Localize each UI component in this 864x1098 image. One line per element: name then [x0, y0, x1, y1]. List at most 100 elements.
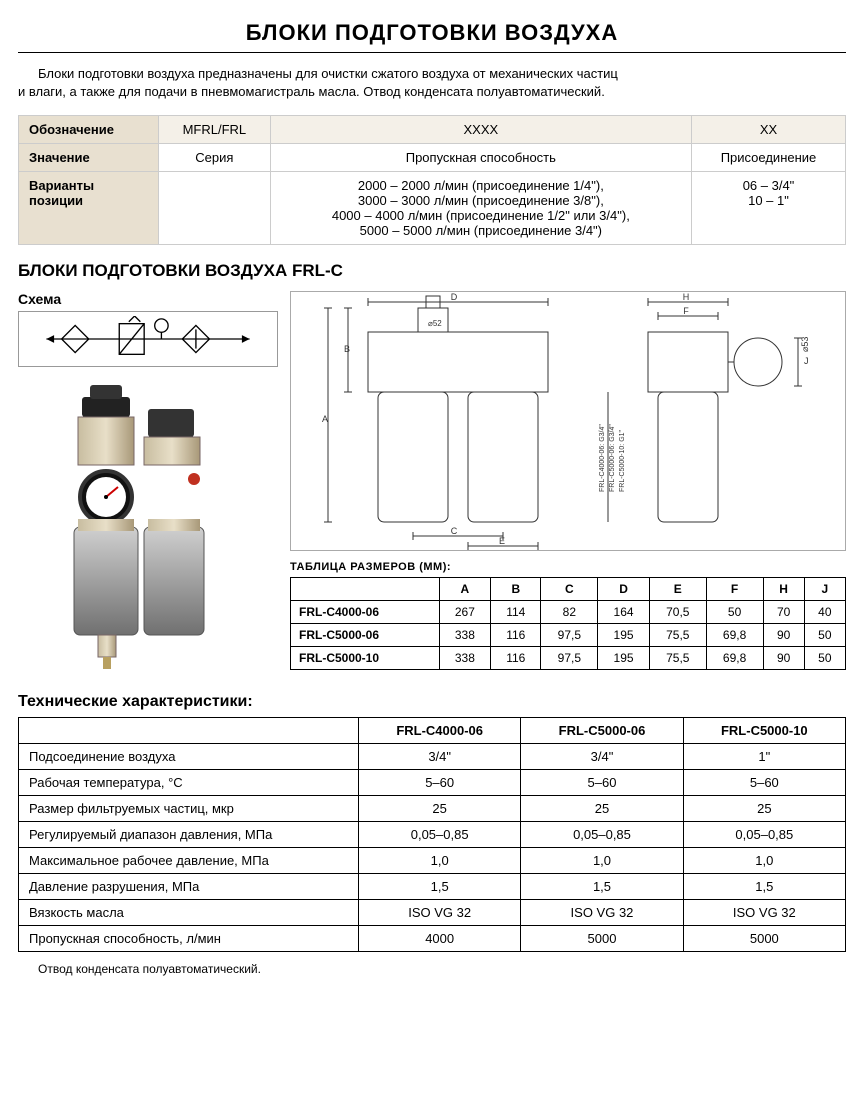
cell: 195 [598, 624, 650, 647]
cell: 164 [598, 601, 650, 624]
svg-text:C: C [451, 526, 458, 536]
row-label: Варианты позиции [19, 172, 159, 245]
row-name: FRL-C4000-06 [291, 601, 440, 624]
empty-header [19, 718, 359, 744]
dims-title: ТАБЛИЦА РАЗМЕРОВ (ММ): [290, 561, 846, 573]
cell: 50 [804, 624, 845, 647]
row-label: Значение [19, 144, 159, 172]
cell: ISO VG 32 [683, 900, 845, 926]
cell: 195 [598, 647, 650, 670]
table-row: Пропускная способность, л/мин 4000 5000 … [19, 926, 846, 952]
page-title: БЛОКИ ПОДГОТОВКИ ВОЗДУХА [18, 20, 846, 53]
product-photo [18, 379, 278, 679]
variant-line: 10 – 1" [702, 193, 835, 208]
col-E: E [649, 578, 706, 601]
svg-text:B: B [344, 344, 350, 354]
param-name: Размер фильтруемых частиц, мкр [19, 796, 359, 822]
dimensions-table: A B C D E F H J FRL-C4000-06 267 114 82 … [290, 577, 846, 670]
cell: ISO VG 32 [359, 900, 521, 926]
cell: 338 [439, 647, 491, 670]
cell: 5–60 [521, 770, 683, 796]
cell: 25 [683, 796, 845, 822]
cell: 114 [491, 601, 541, 624]
schema-label: Схема [18, 291, 278, 307]
table-row: Подсоединение воздуха 3/4" 3/4" 1" [19, 744, 846, 770]
model-hdr: FRL-C5000-10 [683, 718, 845, 744]
svg-text:E: E [499, 536, 505, 546]
svg-text:J: J [804, 356, 809, 366]
variant-line: 2000 – 2000 л/мин (присоединение 1/4"), [281, 178, 681, 193]
svg-text:⌀52: ⌀52 [428, 319, 442, 328]
col-D: D [598, 578, 650, 601]
cell: 267 [439, 601, 491, 624]
figure-row: Схема [18, 291, 846, 679]
model-hdr: FRL-C5000-06 [521, 718, 683, 744]
cell: 0,05–0,85 [521, 822, 683, 848]
cell: 0,05–0,85 [683, 822, 845, 848]
variant-line: 06 – 3/4" [702, 178, 835, 193]
cell: 25 [521, 796, 683, 822]
param-name: Рабочая температура, °С [19, 770, 359, 796]
table-row: FRL-C5000-10 338 116 97,5 195 75,5 69,8 … [291, 647, 846, 670]
model-hdr: FRL-C4000-06 [359, 718, 521, 744]
variant-line: 5000 – 5000 л/мин (присоединение 3/4") [281, 223, 681, 238]
svg-text:⌀53: ⌀53 [800, 337, 810, 352]
col-hdr: XX [691, 116, 845, 144]
cell: 70 [763, 601, 804, 624]
cell: 90 [763, 624, 804, 647]
table-row: Давление разрушения, МПа 1,5 1,5 1,5 [19, 874, 846, 900]
cell: 1,5 [521, 874, 683, 900]
cell: 116 [491, 624, 541, 647]
col-hdr: XXXX [270, 116, 691, 144]
spec-table: FRL-C4000-06 FRL-C5000-06 FRL-C5000-10 П… [18, 717, 846, 952]
table-row: FRL-C5000-06 338 116 97,5 195 75,5 69,8 … [291, 624, 846, 647]
param-name: Регулируемый диапазон давления, МПа [19, 822, 359, 848]
table-row: Вязкость масла ISO VG 32 ISO VG 32 ISO V… [19, 900, 846, 926]
svg-text:D: D [451, 292, 458, 302]
cell: 5–60 [683, 770, 845, 796]
cell: 1,0 [683, 848, 845, 874]
variant-line: 4000 – 4000 л/мин (присоединение 1/2" ил… [281, 208, 681, 223]
variant-line: 3000 – 3000 л/мин (присоединение 3/8"), [281, 193, 681, 208]
variants-cell-3: 06 – 3/4" 10 – 1" [691, 172, 845, 245]
row-label: Обозначение [19, 116, 159, 144]
cell: Пропускная способность [270, 144, 691, 172]
cell: 90 [763, 647, 804, 670]
param-name: Максимальное рабочее давление, МПа [19, 848, 359, 874]
cell: 50 [804, 647, 845, 670]
cell: ISO VG 32 [521, 900, 683, 926]
footnote: Отвод конденсата полуавтоматический. [18, 962, 846, 976]
row-name: FRL-C5000-10 [291, 647, 440, 670]
cell: 338 [439, 624, 491, 647]
cell: 50 [706, 601, 763, 624]
cell: 5000 [683, 926, 845, 952]
col-H: H [763, 578, 804, 601]
col-B: B [491, 578, 541, 601]
table-row: Максимальное рабочее давление, МПа 1,0 1… [19, 848, 846, 874]
col-A: A [439, 578, 491, 601]
table-row: Рабочая температура, °С 5–60 5–60 5–60 [19, 770, 846, 796]
cell: 69,8 [706, 624, 763, 647]
cell: 0,05–0,85 [359, 822, 521, 848]
svg-text:FRL-C4000-06: G3/4": FRL-C4000-06: G3/4" [599, 424, 606, 492]
section-title: БЛОКИ ПОДГОТОВКИ ВОЗДУХА FRL-C [18, 261, 846, 281]
param-name: Пропускная способность, л/мин [19, 926, 359, 952]
cell: 1,5 [683, 874, 845, 900]
col-J: J [804, 578, 845, 601]
empty-header [291, 578, 440, 601]
param-name: Вязкость масла [19, 900, 359, 926]
cell: 82 [541, 601, 598, 624]
table-row: FRL-C4000-06 267 114 82 164 70,5 50 70 4… [291, 601, 846, 624]
cell [159, 172, 271, 245]
table-row: Регулируемый диапазон давления, МПа 0,05… [19, 822, 846, 848]
cell: 3/4" [359, 744, 521, 770]
cell: Присоединение [691, 144, 845, 172]
cell: 5–60 [359, 770, 521, 796]
cell: 4000 [359, 926, 521, 952]
cell: 75,5 [649, 624, 706, 647]
cell: 1,5 [359, 874, 521, 900]
designation-table: Обозначение MFRL/FRL XXXX XX Значение Се… [18, 115, 846, 245]
cell: 40 [804, 601, 845, 624]
svg-text:FRL-C5000-06: G3/4": FRL-C5000-06: G3/4" [609, 424, 616, 492]
cell: Серия [159, 144, 271, 172]
